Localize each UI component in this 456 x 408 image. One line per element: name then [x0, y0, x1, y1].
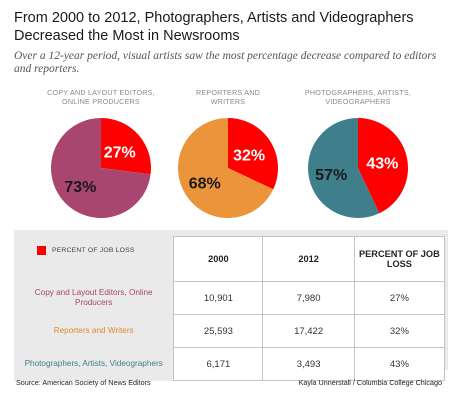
- column-header-2012: 2012: [262, 236, 355, 282]
- pie-slice-remaining: [178, 118, 274, 218]
- table-cell: 10,901: [173, 281, 264, 315]
- pie-chart-photographers: PHOTOGRAPHERS, ARTISTS, VIDEOGRAPHERS 43…: [283, 88, 433, 228]
- row-label-reporters: Reporters and Writers: [14, 314, 174, 348]
- table-cell: 7,980: [262, 281, 355, 315]
- pie-slice-remaining: [308, 118, 380, 218]
- pie-slice-job-loss: [101, 118, 151, 175]
- legend-swatch: [37, 245, 46, 255]
- pie-label-remaining: 68%: [189, 176, 221, 193]
- pie-label-job-loss: 32%: [233, 148, 265, 165]
- pie-slice-remaining: [50, 118, 151, 218]
- pie-svg: 27% 73%: [50, 118, 151, 218]
- table-cell: 17,422: [262, 314, 355, 348]
- table-row: Photographers, Artists, Videographers 6,…: [14, 347, 446, 381]
- pie-label-remaining: 73%: [64, 179, 96, 196]
- table-cell: 43%: [353, 347, 446, 381]
- pie-title: PHOTOGRAPHERS, ARTISTS, VIDEOGRAPHERS: [304, 88, 412, 106]
- job-loss-table: PERCENT OF JOB LOSS 2000 2012 PERCENT OF…: [14, 236, 446, 381]
- pie-chart-reporters: REPORTERS AND WRITERS 32% 68%: [153, 88, 303, 228]
- column-header-percent: PERCENT OF JOB LOSS: [353, 236, 446, 282]
- pie-label-job-loss: 43%: [366, 156, 398, 173]
- row-label-photographers: Photographers, Artists, Videographers: [14, 347, 174, 381]
- table-cell: 3,493: [262, 347, 355, 381]
- table-row: Copy and Layout Editors, Online Producer…: [14, 281, 446, 315]
- table-cell: 27%: [353, 281, 446, 315]
- pie-slice-job-loss: [228, 118, 278, 190]
- chart-subtitle: Over a 12-year period, visual artists sa…: [14, 50, 437, 75]
- chart-title: From 2000 to 2012, Photographers, Artist…: [14, 10, 414, 44]
- legend-label: PERCENT OF JOB LOSS: [52, 246, 135, 254]
- pie-slice-job-loss: [358, 118, 408, 214]
- pie-svg: 32% 68%: [178, 118, 278, 218]
- pie-svg: 43% 57%: [308, 118, 408, 218]
- legend: PERCENT OF JOB LOSS: [14, 236, 174, 282]
- table-cell: 32%: [353, 314, 446, 348]
- table-header-row: PERCENT OF JOB LOSS 2000 2012 PERCENT OF…: [14, 236, 446, 282]
- table-cell: 25,593: [173, 314, 264, 348]
- pie-title: COPY AND LAYOUT EDITORS, ONLINE PRODUCER…: [47, 88, 155, 106]
- pie-title: REPORTERS AND WRITERS: [196, 88, 260, 106]
- table-cell: 6,171: [173, 347, 264, 381]
- pie-label-job-loss: 27%: [104, 144, 136, 161]
- table-row: Reporters and Writers 25,593 17,422 32%: [14, 314, 446, 348]
- pie-label-remaining: 57%: [315, 167, 347, 184]
- column-header-2000: 2000: [173, 236, 264, 282]
- pie-chart-editors: COPY AND LAYOUT EDITORS, ONLINE PRODUCER…: [26, 88, 176, 228]
- credit-note: Kayla Unnerstall / Columbia College Chic…: [298, 378, 442, 387]
- row-label-editors: Copy and Layout Editors, Online Producer…: [14, 281, 174, 315]
- source-note: Source: American Society of News Editors: [16, 378, 151, 387]
